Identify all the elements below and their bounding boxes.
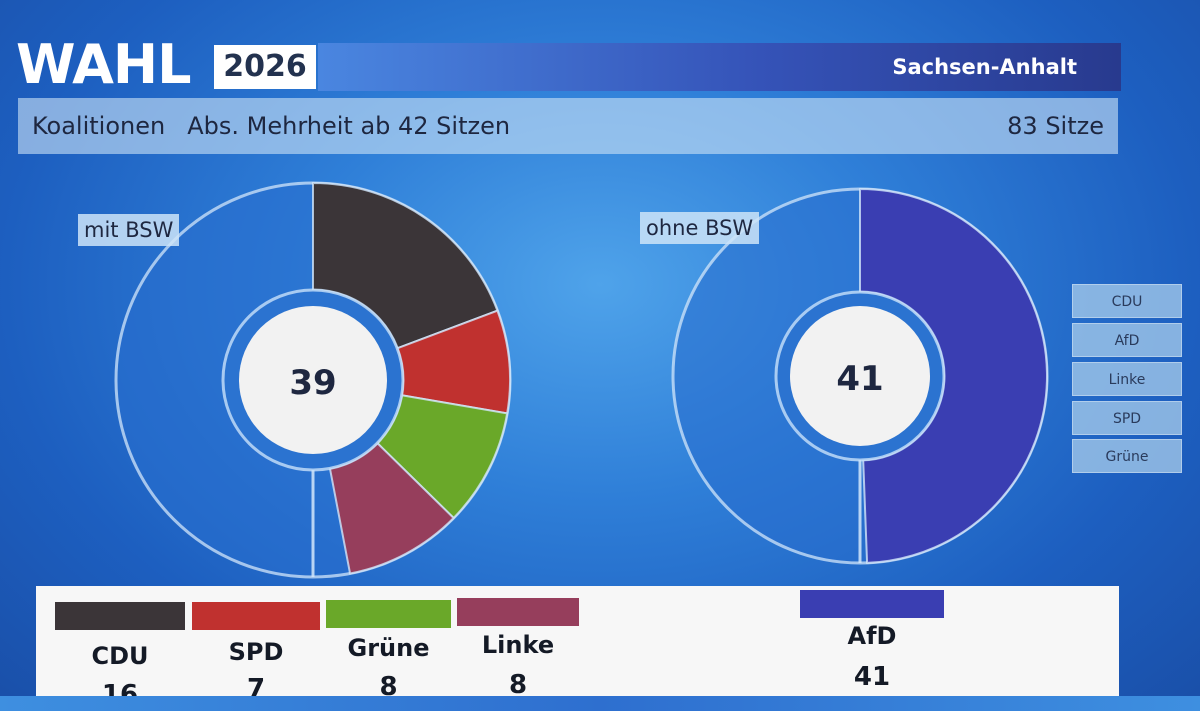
donut-center-disc — [790, 306, 930, 446]
party-seats-afd: 41 — [853, 662, 891, 692]
donut-ohne-bsw: 41 — [671, 187, 1049, 565]
legend-item-cdu: CDU — [1072, 284, 1182, 318]
election-year: 2026 — [214, 45, 316, 89]
center-value-mit-bsw: 39 — [289, 363, 336, 403]
center-value-ohne-bsw: 41 — [836, 359, 883, 399]
party-name-afd: AfD — [847, 622, 897, 650]
party-seats-linke: 8 — [508, 670, 528, 700]
legend-item-gruene: Grüne — [1072, 439, 1182, 473]
legend-item-spd: SPD — [1072, 401, 1182, 435]
party-name-linke: Linke — [481, 631, 555, 659]
region-name: Sachsen-Anhalt — [892, 55, 1077, 79]
party-seats-gruene: 8 — [379, 672, 398, 702]
donut-mit-bsw: 39 — [114, 181, 512, 579]
wahl-logo-word: WAHL — [16, 33, 192, 96]
total-seats: 83 Sitze — [1007, 112, 1104, 140]
seat-panel: CDU SPD Grüne Linke AfD 16 7 8 8 41 — [36, 586, 1119, 710]
label-ohne-bsw: ohne BSW — [640, 212, 760, 244]
party-bar-afd — [800, 590, 944, 618]
coalitions-title: Koalitionen — [32, 112, 166, 140]
bottom-strip — [0, 696, 1200, 711]
party-bar-gruene — [326, 600, 451, 628]
party-name-cdu: CDU — [91, 642, 149, 670]
label-mit-bsw: mit BSW — [78, 214, 180, 246]
party-name-spd: SPD — [228, 638, 284, 666]
party-bar-cdu — [55, 602, 185, 630]
legend-item-afd: AfD — [1072, 323, 1182, 357]
party-name-gruene: Grüne — [347, 634, 430, 662]
legend-item-linke: Linke — [1072, 362, 1182, 396]
donut-center-disc — [239, 306, 387, 454]
party-bar-spd — [192, 602, 320, 630]
title-bar: Sachsen-Anhalt — [318, 43, 1121, 91]
majority-note: Abs. Mehrheit ab 42 Sitzen — [187, 112, 511, 140]
subtitle-bar: Koalitionen Abs. Mehrheit ab 42 Sitzen 83… — [18, 98, 1118, 154]
party-bar-linke — [457, 598, 579, 626]
subtitle-left: Koalitionen Abs. Mehrheit ab 42 Sitzen — [32, 98, 510, 154]
